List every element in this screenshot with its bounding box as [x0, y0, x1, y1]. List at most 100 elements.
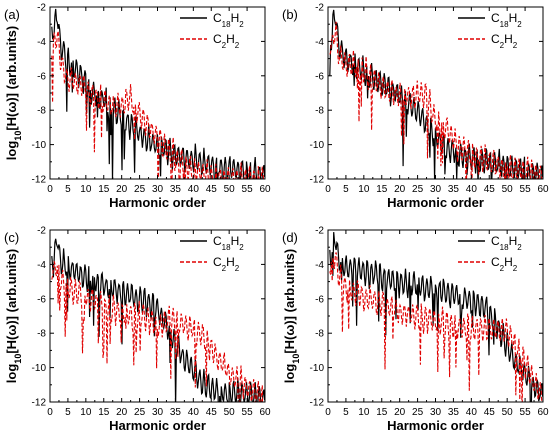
x-tick-label: 5	[65, 407, 71, 418]
x-tick-label: 40	[188, 184, 200, 195]
x-tick-label: 55	[242, 407, 254, 418]
x-tick-label: 30	[152, 184, 164, 195]
x-tick-label: 60	[259, 407, 271, 418]
y-axis-title: log10[H(ω)] (arb.units)	[282, 249, 301, 383]
y-tick-label: -8	[37, 329, 46, 340]
x-tick-label: 55	[520, 184, 532, 195]
x-tick-label: 25	[412, 407, 424, 418]
x-tick-label: 50	[502, 407, 514, 418]
x-tick-label: 30	[430, 184, 442, 195]
y-tick-label: -10	[32, 363, 47, 374]
x-tick-label: 40	[188, 407, 200, 418]
x-tick-label: 35	[448, 407, 460, 418]
x-tick-label: 60	[537, 184, 549, 195]
x-tick-label: 0	[47, 184, 53, 195]
y-tick-label: -12	[310, 398, 325, 409]
x-tick-label: 40	[466, 184, 478, 195]
x-tick-label: 60	[537, 407, 549, 418]
x-axis-title: Harmonic order	[109, 418, 206, 433]
y-axis-title: log10[H(ω)] (arb.units)	[4, 26, 23, 160]
y-tick-label: -6	[37, 294, 46, 305]
legend-label-C18H2: C18H2	[491, 234, 522, 252]
y-tick-label: -2	[37, 3, 46, 14]
x-tick-label: 20	[116, 184, 128, 195]
y-tick-label: -2	[315, 3, 324, 14]
panel-label: (c)	[4, 230, 19, 245]
x-tick-label: 5	[343, 184, 349, 195]
x-tick-label: 45	[484, 184, 496, 195]
y-tick-label: -10	[310, 140, 325, 151]
x-tick-label: 15	[376, 184, 388, 195]
series-line-C2H2	[329, 21, 543, 179]
y-tick-label: -4	[37, 37, 46, 48]
x-tick-label: 15	[98, 184, 110, 195]
x-axis-title: Harmonic order	[387, 418, 484, 433]
x-tick-label: 45	[206, 184, 218, 195]
x-tick-label: 45	[484, 407, 496, 418]
y-tick-label: -8	[315, 106, 324, 117]
x-tick-label: 30	[430, 407, 442, 418]
x-tick-label: 0	[325, 184, 331, 195]
x-tick-label: 25	[134, 184, 146, 195]
x-tick-label: 35	[170, 184, 182, 195]
x-tick-label: 10	[80, 184, 92, 195]
x-tick-label: 55	[520, 407, 532, 418]
y-tick-label: -10	[32, 140, 47, 151]
y-tick-label: -10	[310, 363, 325, 374]
legend-label-C2H2: C2H2	[491, 32, 518, 50]
x-tick-label: 15	[98, 407, 110, 418]
x-tick-label: 40	[466, 407, 478, 418]
chart-panel-c: 0 5 10 15 20 25 30 35 40 45 50 55 60 -12 -10 -8 -6 -4 -2 Ha…	[4, 226, 271, 434]
x-tick-label: 0	[325, 407, 331, 418]
y-tick-label: -4	[37, 260, 46, 271]
x-tick-label: 20	[394, 184, 406, 195]
x-tick-label: 25	[134, 407, 146, 418]
series-line-C2H2	[51, 261, 264, 402]
x-tick-label: 50	[224, 407, 236, 418]
legend-label-C2H2: C2H2	[213, 32, 240, 50]
series-line-C18H2	[329, 9, 543, 179]
y-tick-label: -12	[310, 175, 325, 186]
x-tick-label: 35	[170, 407, 182, 418]
legend-label-C18H2: C18H2	[213, 11, 244, 29]
chart-panel-d: 0 5 10 15 20 25 30 35 40 45 50 55 60 -12 -10 -8 -6 -4 -2 Ha…	[282, 226, 549, 434]
x-tick-label: 5	[343, 407, 349, 418]
legend-label-C2H2: C2H2	[213, 255, 240, 273]
x-tick-label: 10	[80, 407, 92, 418]
x-tick-label: 35	[448, 184, 460, 195]
series-line-C2H2	[51, 30, 265, 179]
y-tick-label: -12	[32, 175, 47, 186]
y-tick-label: -4	[315, 260, 324, 271]
x-axis-title: Harmonic order	[109, 195, 206, 210]
x-tick-label: 10	[358, 407, 370, 418]
panel-label: (a)	[4, 7, 20, 22]
y-tick-label: -8	[315, 329, 324, 340]
x-tick-label: 15	[376, 407, 388, 418]
x-tick-label: 60	[259, 184, 271, 195]
y-tick-label: -2	[315, 226, 324, 237]
x-tick-label: 20	[394, 407, 406, 418]
y-tick-label: -4	[315, 37, 324, 48]
series-line-C18H2	[51, 238, 265, 402]
x-tick-label: 50	[502, 184, 514, 195]
x-tick-label: 45	[206, 407, 218, 418]
legend-label-C18H2: C18H2	[213, 234, 244, 252]
panel-label: (b)	[282, 7, 298, 22]
y-tick-label: -12	[32, 398, 47, 409]
x-tick-label: 55	[242, 184, 254, 195]
y-tick-label: -2	[37, 226, 46, 237]
chart-panel-b: 0 5 10 15 20 25 30 35 40 45 50 55 60 -12 -10 -8 -6 -4 -2 Ha…	[282, 3, 549, 211]
y-axis-title: log10[H(ω)] (arb.units)	[4, 249, 23, 383]
x-tick-label: 5	[65, 184, 71, 195]
x-tick-label: 0	[47, 407, 53, 418]
series-line-C2H2	[329, 252, 543, 402]
x-tick-label: 20	[116, 407, 128, 418]
series-line-C18H2	[51, 8, 265, 179]
chart-panel-a: 0 5 10 15 20 25 30 35 40 45 50 55 60 -12 -10 -8 -6 -4 -2 Ha…	[4, 3, 271, 211]
x-tick-label: 10	[358, 184, 370, 195]
panel-label: (d)	[282, 230, 298, 245]
x-axis-title: Harmonic order	[387, 195, 484, 210]
y-tick-label: -6	[37, 71, 46, 82]
x-tick-label: 30	[152, 407, 164, 418]
